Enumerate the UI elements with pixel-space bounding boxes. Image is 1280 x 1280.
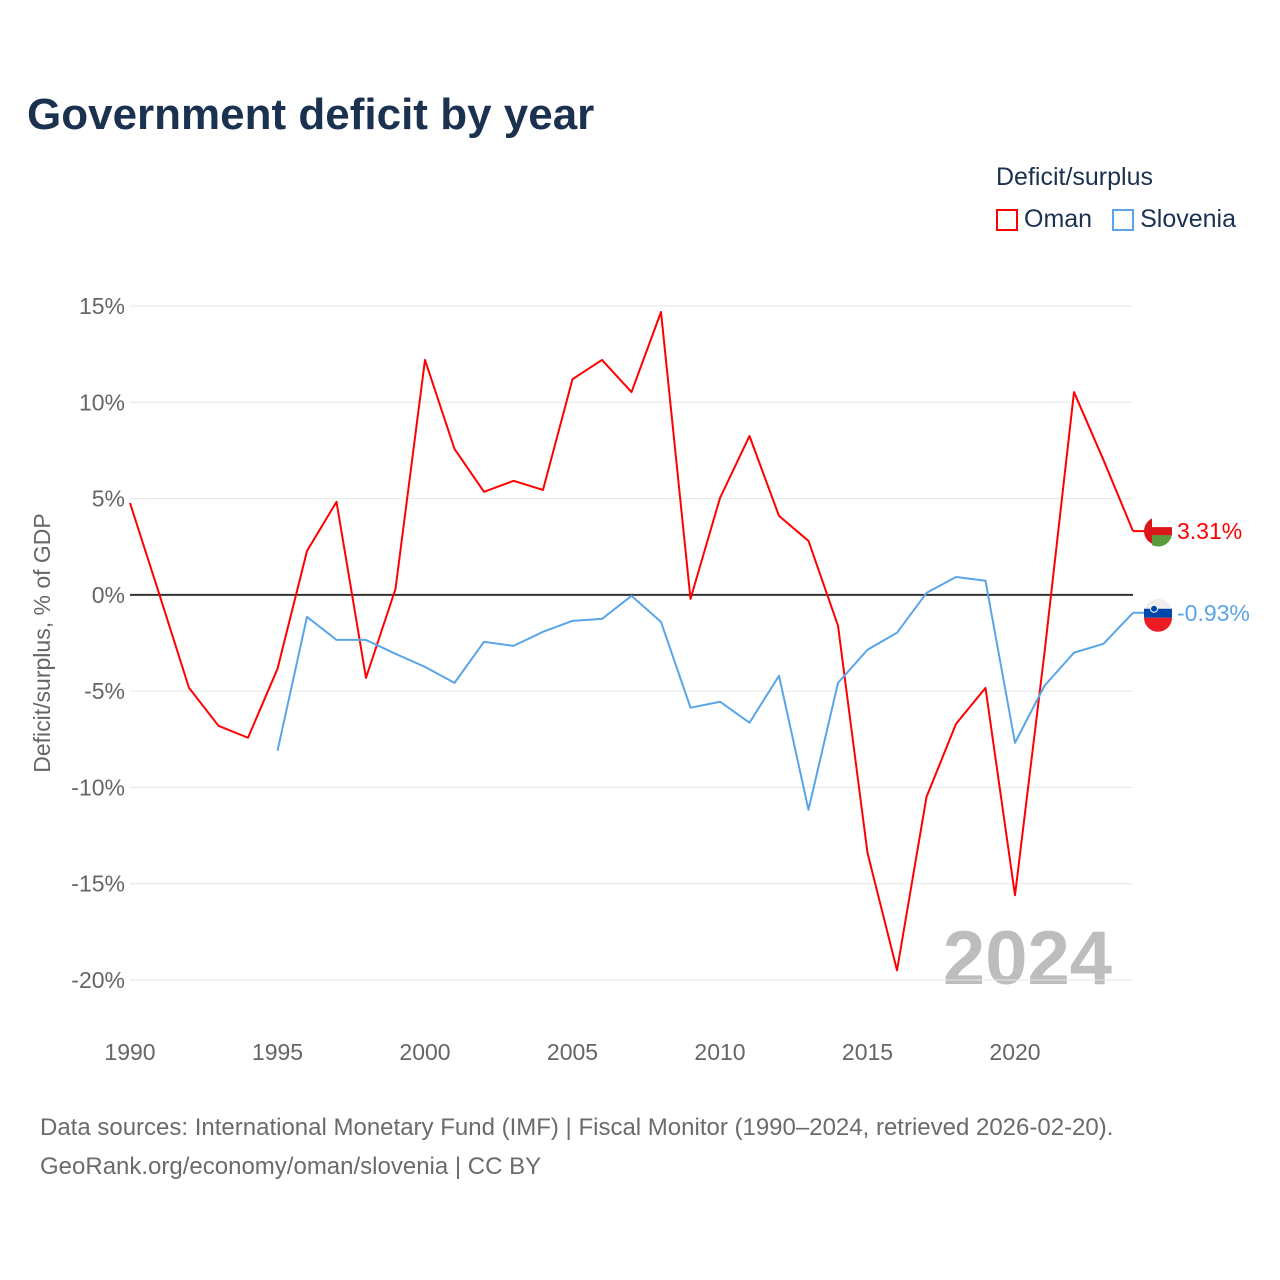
x-tick-label: 2005 — [547, 1039, 598, 1065]
x-tick-label: 2000 — [399, 1039, 450, 1065]
legend-label-oman: Oman — [1024, 205, 1093, 233]
series-line-slovenia — [276, 575, 1134, 811]
footer: Data sources: International Monetary Fun… — [40, 1108, 1113, 1186]
flag-stripe — [1144, 617, 1172, 632]
end-value-label-slovenia: -0.93% — [1177, 600, 1250, 626]
y-axis-label: Deficit/surplus, % of GDP — [29, 513, 55, 772]
chart-title: Government deficit by year — [27, 90, 595, 139]
y-tick-label: -20% — [71, 967, 125, 993]
flag-emblem — [1150, 604, 1158, 613]
x-tick-label: 2010 — [694, 1039, 745, 1065]
flag-stripe — [1148, 527, 1172, 536]
data-sources: Data sources: International Monetary Fun… — [40, 1114, 1114, 1141]
line-chart: 2024 15% 10% 5% 0% -5% -10% -15% -20% 1990 1995 200… — [29, 293, 1250, 1065]
series-line-oman — [129, 310, 1134, 972]
x-tick-label: 1995 — [252, 1039, 303, 1065]
x-tick-label: 2015 — [842, 1039, 893, 1065]
x-tick-label: 1990 — [104, 1039, 155, 1065]
y-tick-label: -10% — [71, 774, 125, 800]
legend-swatch-slovenia — [1112, 208, 1135, 231]
legend-item-oman[interactable]: Oman — [996, 205, 1092, 234]
end-value-label-oman: 3.31% — [1177, 518, 1242, 544]
y-tick-label: -15% — [71, 871, 125, 897]
legend-title: Deficit/surplus — [996, 163, 1153, 191]
legend-label-slovenia: Slovenia — [1140, 205, 1236, 233]
source-link[interactable]: GeoRank.org/economy/oman/slovenia | CC B… — [40, 1153, 542, 1180]
y-tick-label: 0% — [92, 582, 125, 608]
y-tick-label: -5% — [84, 678, 125, 704]
x-tick-label: 2020 — [989, 1039, 1040, 1065]
y-tick-label: 15% — [79, 293, 125, 319]
legend-item-slovenia[interactable]: Slovenia — [1112, 205, 1236, 234]
y-tick-label: 10% — [79, 389, 125, 415]
year-watermark: 2024 — [943, 916, 1112, 1001]
y-tick-label: 5% — [92, 486, 125, 512]
flag-stripe — [1144, 608, 1172, 618]
legend-swatch-oman — [996, 208, 1018, 231]
legend: Oman Slovenia — [996, 205, 1236, 234]
